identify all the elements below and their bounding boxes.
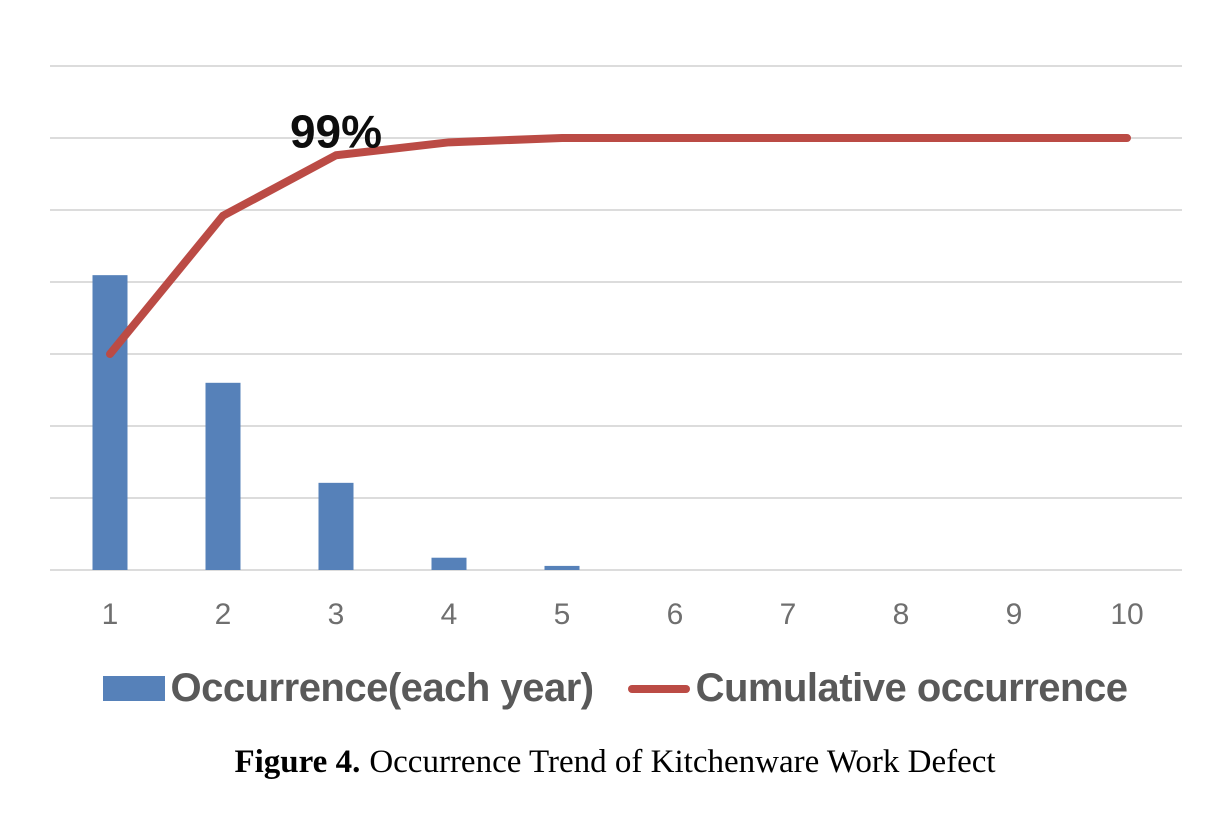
x-tick-label: 5 [554, 598, 571, 631]
figure-caption-title: Occurrence Trend of Kitchenware Work Def… [369, 744, 996, 780]
x-tick-label: 7 [780, 598, 797, 631]
x-tick-label: 6 [667, 598, 684, 631]
figure-caption: Figure 4. Occurrence Trend of Kitchenware… [0, 744, 1230, 781]
pareto-chart: 99% 1 2 3 4 5 6 7 8 9 10 [50, 65, 1182, 631]
legend-label-cumulative: Cumulative occurrence [695, 666, 1128, 710]
x-tick-label: 4 [441, 598, 458, 631]
bar [205, 382, 241, 570]
bar [544, 565, 580, 570]
x-tick-label: 8 [893, 598, 910, 631]
x-tick-label: 3 [328, 598, 345, 631]
figure-caption-number: Figure 4. [234, 744, 361, 780]
annotation-99pct: 99% [290, 105, 382, 157]
line-series-swatch-icon [627, 684, 690, 693]
chart-legend: Occurrence(each year) Cumulative occurre… [0, 666, 1230, 711]
cumulative-line [106, 134, 1131, 358]
bar [431, 557, 467, 570]
x-tick-label: 2 [215, 598, 232, 631]
bar [318, 482, 354, 570]
legend-label-occurrence: Occurrence(each year) [170, 666, 595, 710]
x-tick-label: 9 [1006, 598, 1023, 631]
x-tick-label: 10 [1110, 598, 1143, 631]
bar-series-swatch-icon [102, 676, 165, 701]
x-tick-label: 1 [102, 598, 119, 631]
legend-item-occurrence: Occurrence(each year) [102, 666, 595, 711]
legend-item-cumulative: Cumulative occurrence [627, 666, 1128, 711]
bar [92, 275, 128, 570]
